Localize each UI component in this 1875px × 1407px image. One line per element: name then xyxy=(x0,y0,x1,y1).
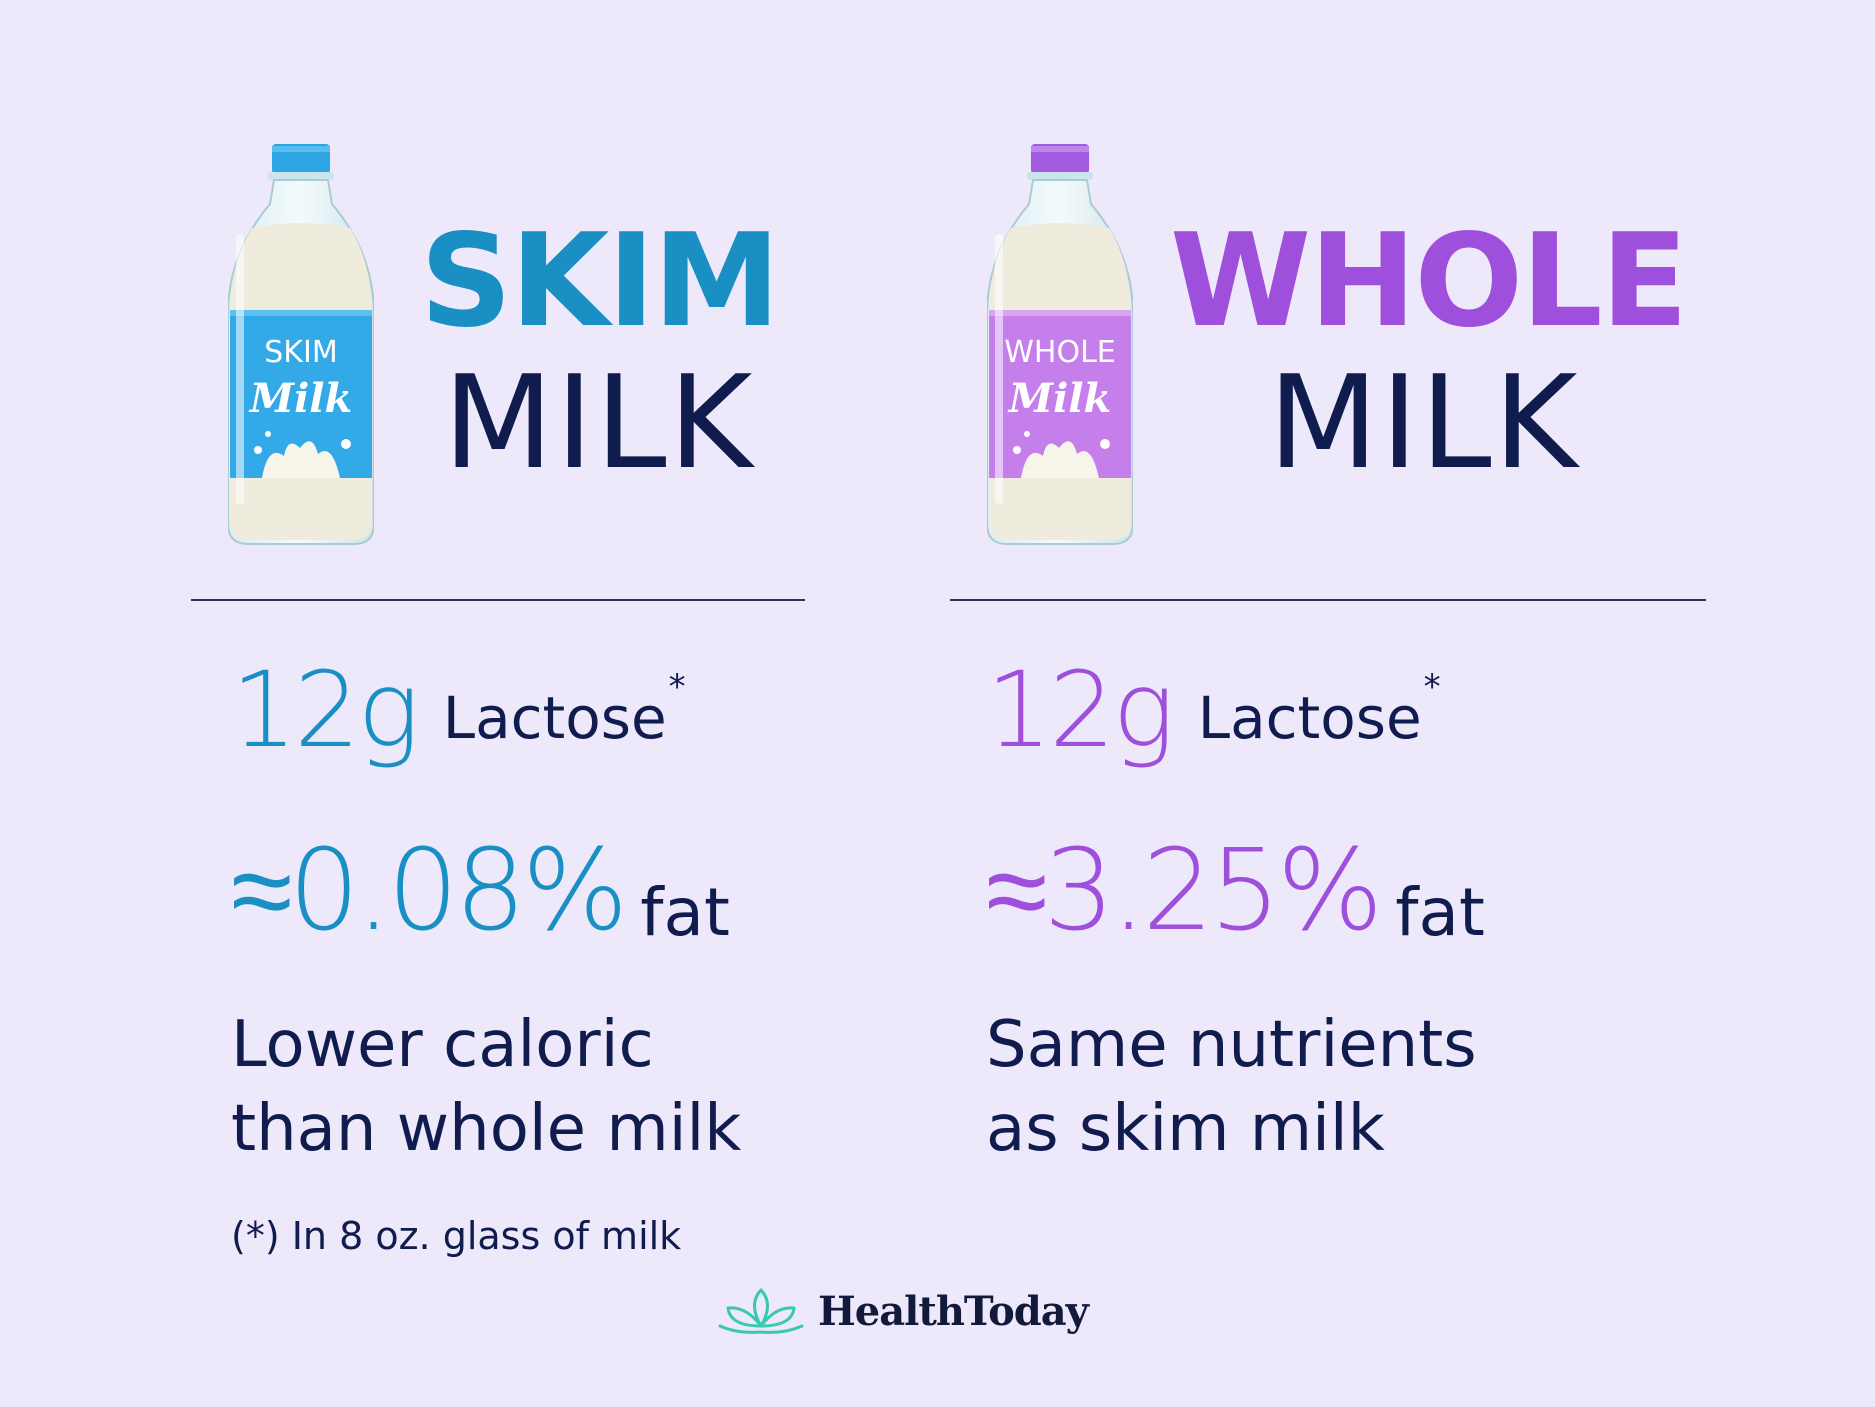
skim-lactose-marker: * xyxy=(668,667,686,707)
svg-text:WHOLE: WHOLE xyxy=(1004,335,1116,370)
skim-divider xyxy=(191,599,805,601)
skim-milk-column: SKIM Milk SKIM MILK 12g Lactose* ≈0.08% fa… xyxy=(191,0,951,1407)
skim-description: Lower caloric than whole milk xyxy=(231,1003,741,1171)
whole-lactose-label: Lactose xyxy=(1197,684,1422,752)
brand-logo: HealthToday xyxy=(718,1286,1089,1336)
whole-divider xyxy=(950,599,1706,601)
brand-name: HealthToday xyxy=(818,1287,1089,1335)
whole-desc-line1: Same nutrients xyxy=(986,1008,1477,1082)
whole-subtitle: MILK xyxy=(1268,349,1580,498)
whole-fat-row: ≈3.25% fat xyxy=(986,835,1485,951)
skim-milk-bottle-icon: SKIM Milk xyxy=(228,144,374,545)
whole-fat-percent: ≈3.25% xyxy=(986,826,1383,956)
whole-fat-label: fat xyxy=(1395,874,1485,951)
whole-lactose-row: 12g Lactose* xyxy=(986,658,1441,762)
skim-lactose-row: 12g Lactose* xyxy=(231,658,686,762)
skim-fat-percent: ≈0.08% xyxy=(231,826,628,956)
skim-fat-row: ≈0.08% fat xyxy=(231,835,730,951)
whole-title: WHOLE xyxy=(1170,207,1688,356)
whole-milk-bottle-icon: WHOLE Milk xyxy=(987,144,1133,545)
whole-description: Same nutrients as skim milk xyxy=(986,1003,1477,1171)
whole-desc-line2: as skim milk xyxy=(986,1092,1385,1166)
skim-lactose-amount: 12g xyxy=(231,649,420,771)
skim-desc-line2: than whole milk xyxy=(231,1092,742,1166)
whole-lactose-marker: * xyxy=(1423,667,1441,707)
lotus-icon xyxy=(718,1288,804,1334)
whole-milk-column: WHOLE Milk WHOLE MILK 12g Lactose* ≈3.25%… xyxy=(950,0,1710,1407)
svg-text:Milk: Milk xyxy=(1007,375,1111,422)
skim-subtitle: MILK xyxy=(443,349,755,498)
skim-fat-label: fat xyxy=(640,874,730,951)
whole-lactose-amount: 12g xyxy=(986,649,1175,771)
svg-text:Milk: Milk xyxy=(248,375,352,422)
skim-title: SKIM xyxy=(420,207,780,356)
skim-desc-line1: Lower caloric xyxy=(231,1008,654,1082)
footnote: (*) In 8 oz. glass of milk xyxy=(231,1214,682,1258)
svg-text:SKIM: SKIM xyxy=(264,335,337,370)
skim-lactose-label: Lactose xyxy=(442,684,667,752)
